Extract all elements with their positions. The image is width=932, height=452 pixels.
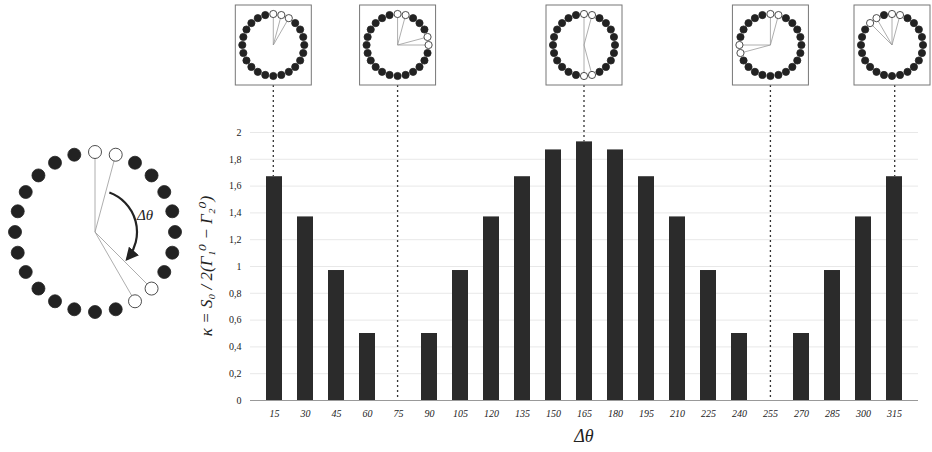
- svg-text:105: 105: [453, 408, 468, 419]
- svg-text:0,8: 0,8: [229, 288, 242, 299]
- svg-text:210: 210: [670, 408, 685, 419]
- svg-text:315: 315: [886, 408, 902, 419]
- svg-text:15: 15: [270, 408, 280, 419]
- svg-text:1: 1: [237, 261, 242, 272]
- svg-text:90: 90: [425, 408, 435, 419]
- svg-text:255: 255: [763, 408, 778, 419]
- svg-text:240: 240: [732, 408, 747, 419]
- svg-text:120: 120: [484, 408, 499, 419]
- svg-text:0,4: 0,4: [229, 341, 242, 352]
- svg-text:135: 135: [515, 408, 530, 419]
- svg-text:165: 165: [577, 408, 592, 419]
- svg-text:1,4: 1,4: [229, 207, 242, 218]
- svg-text:150: 150: [546, 408, 561, 419]
- svg-text:45: 45: [332, 408, 342, 419]
- svg-text:0: 0: [237, 395, 242, 406]
- svg-text:2: 2: [237, 127, 242, 138]
- svg-text:1,8: 1,8: [229, 154, 242, 165]
- svg-text:0,6: 0,6: [229, 314, 242, 325]
- svg-text:75: 75: [394, 408, 404, 419]
- svg-text:Δθ: Δθ: [136, 207, 154, 223]
- svg-text:225: 225: [701, 408, 716, 419]
- svg-text:1,6: 1,6: [229, 180, 242, 191]
- svg-text:300: 300: [855, 408, 871, 419]
- svg-text:60: 60: [363, 408, 373, 419]
- svg-text:Δθ: Δθ: [573, 426, 594, 446]
- svg-text:270: 270: [794, 408, 809, 419]
- svg-text:195: 195: [639, 408, 654, 419]
- svg-text:0,2: 0,2: [229, 368, 242, 379]
- svg-text:κ = S₀ / 2(Γ₁⁰ − Γ₂⁰): κ = S₀ / 2(Γ₁⁰ − Γ₂⁰): [197, 195, 216, 336]
- svg-text:1,2: 1,2: [229, 234, 242, 245]
- svg-text:285: 285: [825, 408, 840, 419]
- svg-text:30: 30: [300, 408, 311, 419]
- svg-text:180: 180: [608, 408, 623, 419]
